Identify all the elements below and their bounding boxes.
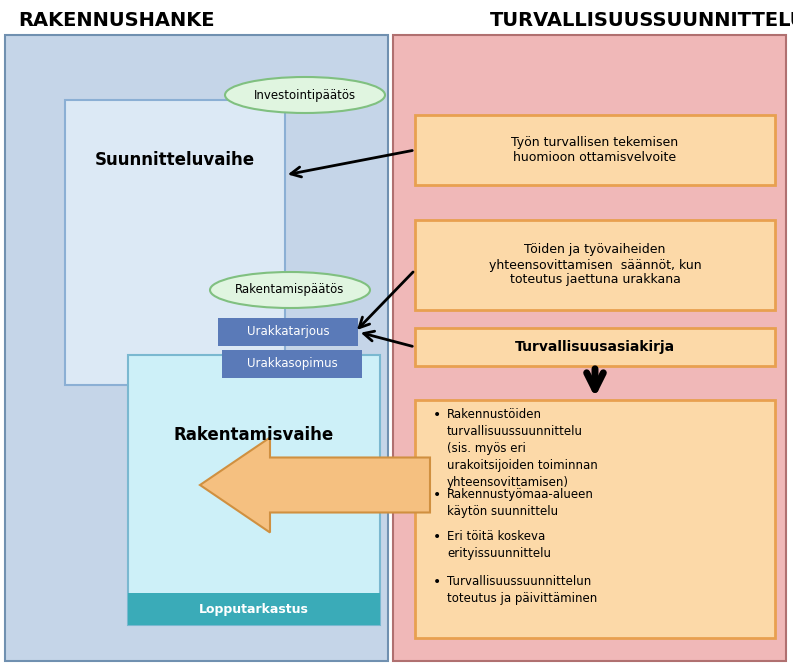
Text: •: • bbox=[433, 408, 441, 422]
Ellipse shape bbox=[210, 272, 370, 308]
FancyBboxPatch shape bbox=[128, 593, 380, 625]
Text: TURVALLISUUSSUUNNITTELU: TURVALLISUUSSUUNNITTELU bbox=[490, 11, 793, 30]
Text: Rakentamisvaihe: Rakentamisvaihe bbox=[174, 426, 334, 444]
Text: •: • bbox=[433, 488, 441, 502]
Text: Töiden ja työvaiheiden
yhteensovittamisen  säännöt, kun
toteutus jaettuna urakka: Töiden ja työvaiheiden yhteensovittamise… bbox=[488, 244, 701, 287]
FancyBboxPatch shape bbox=[415, 115, 775, 185]
Text: Investointipäätös: Investointipäätös bbox=[254, 89, 356, 101]
Text: •: • bbox=[433, 575, 441, 589]
FancyBboxPatch shape bbox=[218, 318, 358, 346]
Text: RAKENNUSHANKE: RAKENNUSHANKE bbox=[18, 11, 214, 30]
Text: Turvallisuusasiakirja: Turvallisuusasiakirja bbox=[515, 340, 675, 354]
Text: Turvallisuussuunnittelun
toteutus ja päivittäminen: Turvallisuussuunnittelun toteutus ja päi… bbox=[447, 575, 597, 605]
FancyBboxPatch shape bbox=[128, 355, 380, 625]
Text: Eri töitä koskeva
erityissuunnittelu: Eri töitä koskeva erityissuunnittelu bbox=[447, 530, 551, 560]
FancyBboxPatch shape bbox=[222, 350, 362, 378]
Text: Rakennustöiden
turvallisuussuunnittelu
(sis. myös eri
urakoitsijoiden toiminnan
: Rakennustöiden turvallisuussuunnittelu (… bbox=[447, 408, 598, 489]
FancyBboxPatch shape bbox=[5, 35, 388, 661]
FancyBboxPatch shape bbox=[415, 220, 775, 310]
Ellipse shape bbox=[225, 77, 385, 113]
Text: Rakennustyömaa-alueen
käytön suunnittelu: Rakennustyömaa-alueen käytön suunnittelu bbox=[447, 488, 594, 518]
Text: Suunnitteluvaihe: Suunnitteluvaihe bbox=[95, 151, 255, 169]
FancyBboxPatch shape bbox=[393, 35, 786, 661]
Text: Työn turvallisen tekemisen
huomioon ottamisvelvoite: Työn turvallisen tekemisen huomioon otta… bbox=[511, 136, 679, 164]
Text: •: • bbox=[433, 530, 441, 544]
Text: Rakentamispäätös: Rakentamispäätös bbox=[236, 284, 345, 297]
Text: Urakkatarjous: Urakkatarjous bbox=[247, 325, 329, 338]
FancyArrow shape bbox=[200, 437, 430, 533]
Text: Lopputarkastus: Lopputarkastus bbox=[199, 603, 309, 615]
Text: Urakkasopimus: Urakkasopimus bbox=[247, 358, 337, 370]
FancyBboxPatch shape bbox=[65, 100, 285, 385]
FancyBboxPatch shape bbox=[415, 328, 775, 366]
FancyBboxPatch shape bbox=[415, 400, 775, 638]
